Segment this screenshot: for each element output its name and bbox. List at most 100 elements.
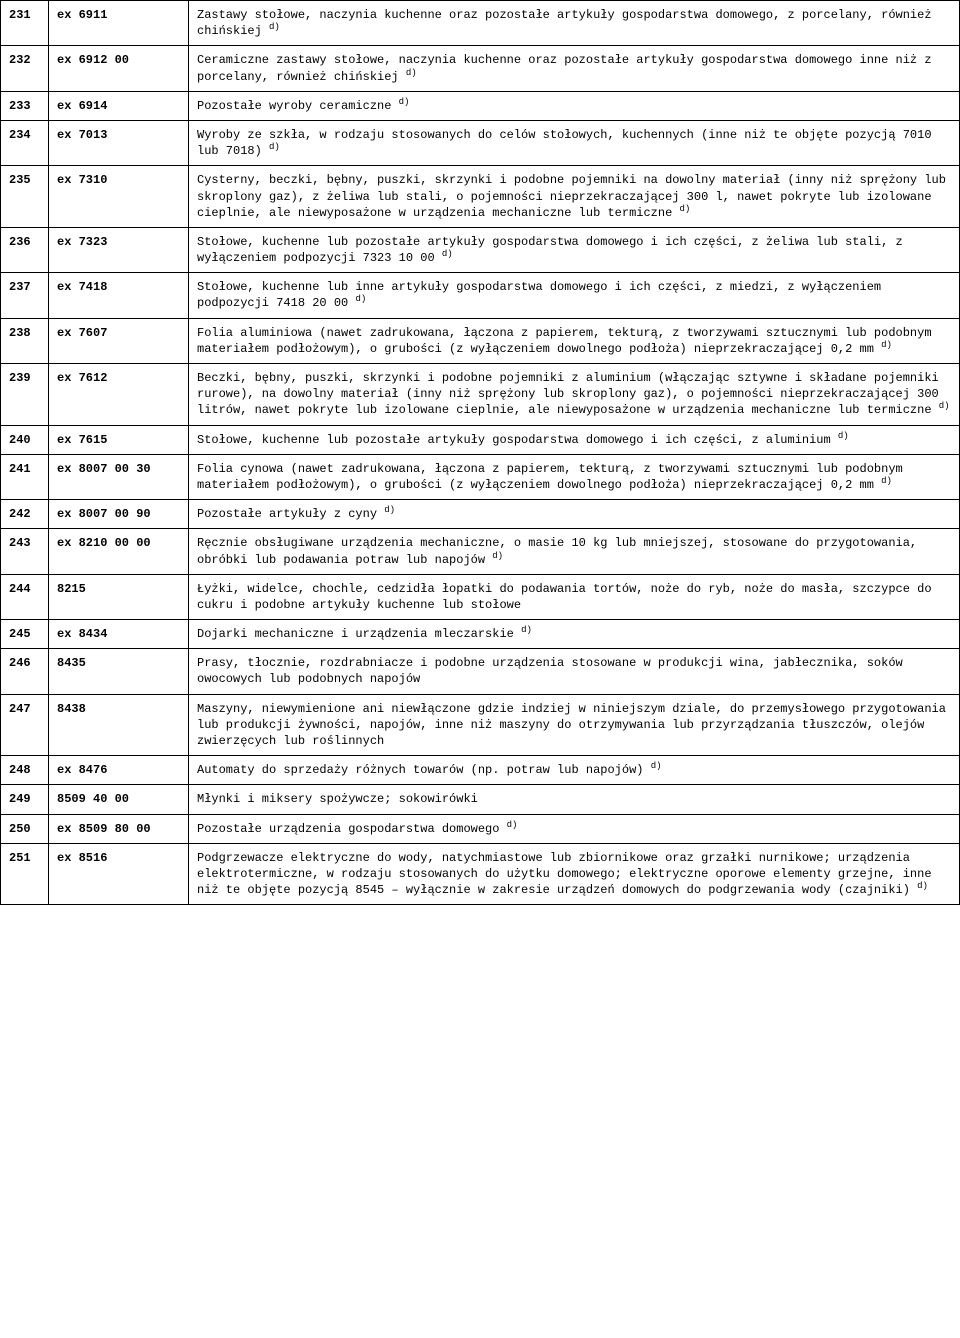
table-row: 242ex 8007 00 90Pozostałe artykuły z cyn… — [1, 500, 960, 529]
row-number: 246 — [1, 649, 49, 694]
table-row: 236ex 7323 Stołowe, kuchenne lub pozostał… — [1, 227, 960, 272]
row-code: 8215 — [49, 574, 189, 619]
footnote-mark: d) — [269, 22, 280, 32]
description-text: Maszyny, niewymienione ani niewłączone g… — [197, 702, 946, 748]
table-row: 238ex 7607 Folia aluminiowa (nawet zadruk… — [1, 318, 960, 363]
description-text: Folia aluminiowa (nawet zadrukowana, łąc… — [197, 326, 932, 356]
footnote-mark: d) — [399, 97, 410, 107]
footnote-mark: d) — [492, 551, 503, 561]
row-number: 247 — [1, 694, 49, 756]
description-text: Ceramiczne zastawy stołowe, naczynia kuc… — [197, 53, 932, 83]
footnote-mark: d) — [881, 476, 892, 486]
row-number: 251 — [1, 843, 49, 905]
footnote-mark: d) — [406, 68, 417, 78]
description-text: Młynki i miksery spożywcze; sokowirówki — [197, 792, 478, 806]
row-code: ex 7418 — [49, 273, 189, 318]
row-code: ex 8210 00 00 — [49, 529, 189, 574]
row-code: 8435 — [49, 649, 189, 694]
footnote-mark: d) — [442, 249, 453, 259]
row-number: 244 — [1, 574, 49, 619]
row-number: 243 — [1, 529, 49, 574]
row-description: Pozostałe wyroby ceramiczne d) — [189, 91, 960, 120]
description-text: Beczki, bębny, puszki, skrzynki i podobn… — [197, 371, 939, 417]
footnote-mark: d) — [269, 142, 280, 152]
table-row: 241ex 8007 00 30 Folia cynowa (nawet zadr… — [1, 454, 960, 499]
row-description: Automaty do sprzedaży różnych towarów (n… — [189, 756, 960, 785]
row-code: ex 7607 — [49, 318, 189, 363]
table-row: 232ex 6912 00Ceramiczne zastawy stołowe,… — [1, 46, 960, 91]
row-code: ex 6911 — [49, 1, 189, 46]
table-row: 248ex 8476 Automaty do sprzedaży różnych … — [1, 756, 960, 785]
row-description: Cysterny, beczki, bębny, puszki, skrzynk… — [189, 166, 960, 228]
description-text: Stołowe, kuchenne lub pozostałe artykuły… — [197, 235, 903, 265]
row-description: Pozostałe artykuły z cyny d) — [189, 500, 960, 529]
row-number: 242 — [1, 500, 49, 529]
row-description: Folia cynowa (nawet zadrukowana, łączona… — [189, 454, 960, 499]
description-text: Stołowe, kuchenne lub pozostałe artykuły… — [197, 433, 831, 447]
footnote-mark: d) — [355, 294, 366, 304]
description-text: Dojarki mechaniczne i urządzenia mleczar… — [197, 627, 514, 641]
description-text: Ręcznie obsługiwane urządzenia mechanicz… — [197, 536, 917, 566]
table-row: 234ex 7013 Wyroby ze szkła, w rodzaju sto… — [1, 120, 960, 165]
row-number: 237 — [1, 273, 49, 318]
row-description: Podgrzewacze elektryczne do wody, natych… — [189, 843, 960, 905]
row-description: Stołowe, kuchenne lub pozostałe artykuły… — [189, 425, 960, 454]
table-row: 2478438Maszyny, niewymienione ani niewłą… — [1, 694, 960, 756]
row-code: ex 8476 — [49, 756, 189, 785]
row-description: Folia aluminiowa (nawet zadrukowana, łąc… — [189, 318, 960, 363]
row-number: 231 — [1, 1, 49, 46]
row-code: ex 8434 — [49, 620, 189, 649]
row-number: 239 — [1, 364, 49, 426]
description-text: Wyroby ze szkła, w rodzaju stosowanych d… — [197, 128, 932, 158]
row-code: ex 8007 00 30 — [49, 454, 189, 499]
row-code: 8438 — [49, 694, 189, 756]
row-number: 236 — [1, 227, 49, 272]
description-text: Folia cynowa (nawet zadrukowana, łączona… — [197, 462, 903, 492]
footnote-mark: d) — [679, 204, 690, 214]
row-number: 240 — [1, 425, 49, 454]
row-description: Stołowe, kuchenne lub pozostałe artykuły… — [189, 227, 960, 272]
row-code: ex 8007 00 90 — [49, 500, 189, 529]
description-text: Pozostałe artykuły z cyny — [197, 507, 377, 521]
table-row: 240ex 7615 Stołowe, kuchenne lub pozostał… — [1, 425, 960, 454]
row-description: Młynki i miksery spożywcze; sokowirówki — [189, 785, 960, 814]
description-text: Cysterny, beczki, bębny, puszki, skrzynk… — [197, 173, 946, 219]
description-text: Stołowe, kuchenne lub inne artykuły gosp… — [197, 280, 881, 310]
footnote-mark: d) — [507, 820, 518, 830]
table-row: 251ex 8516Podgrzewacze elektryczne do wo… — [1, 843, 960, 905]
description-text: Prasy, tłocznie, rozdrabniacze i podobne… — [197, 656, 903, 686]
row-description: Pozostałe urządzenia gospodarstwa domowe… — [189, 814, 960, 843]
table-row: 245ex 8434 Dojarki mechaniczne i urządzen… — [1, 620, 960, 649]
table-row: 237ex 7418 Stołowe, kuchenne lub inne art… — [1, 273, 960, 318]
table-row: 2448215Łyżki, widelce, chochle, cedzidła… — [1, 574, 960, 619]
row-number: 245 — [1, 620, 49, 649]
row-code: ex 6912 00 — [49, 46, 189, 91]
footnote-mark: d) — [521, 625, 532, 635]
row-code: ex 7013 — [49, 120, 189, 165]
row-description: Zastawy stołowe, naczynia kuchenne oraz … — [189, 1, 960, 46]
description-text: Automaty do sprzedaży różnych towarów (n… — [197, 763, 643, 777]
row-description: Prasy, tłocznie, rozdrabniacze i podobne… — [189, 649, 960, 694]
row-number: 238 — [1, 318, 49, 363]
row-code: ex 8509 80 00 — [49, 814, 189, 843]
row-code: ex 7323 — [49, 227, 189, 272]
table-row: 243ex 8210 00 00 Ręcznie obsługiwane urzą… — [1, 529, 960, 574]
footnote-mark: d) — [881, 340, 892, 350]
tariff-table: 231ex 6911Zastawy stołowe, naczynia kuch… — [0, 0, 960, 905]
footnote-mark: d) — [939, 401, 950, 411]
row-number: 234 — [1, 120, 49, 165]
row-number: 248 — [1, 756, 49, 785]
row-description: Dojarki mechaniczne i urządzenia mleczar… — [189, 620, 960, 649]
row-number: 241 — [1, 454, 49, 499]
row-code: 8509 40 00 — [49, 785, 189, 814]
row-code: ex 8516 — [49, 843, 189, 905]
row-code: ex 7615 — [49, 425, 189, 454]
table-row: 235ex 7310Cysterny, beczki, bębny, puszk… — [1, 166, 960, 228]
row-number: 249 — [1, 785, 49, 814]
row-description: Łyżki, widelce, chochle, cedzidła łopatk… — [189, 574, 960, 619]
row-description: Ceramiczne zastawy stołowe, naczynia kuc… — [189, 46, 960, 91]
table-row: 2468435 Prasy, tłocznie, rozdrabniacze i … — [1, 649, 960, 694]
footnote-mark: d) — [651, 761, 662, 771]
description-text: Pozostałe urządzenia gospodarstwa domowe… — [197, 822, 499, 836]
row-description: Maszyny, niewymienione ani niewłączone g… — [189, 694, 960, 756]
